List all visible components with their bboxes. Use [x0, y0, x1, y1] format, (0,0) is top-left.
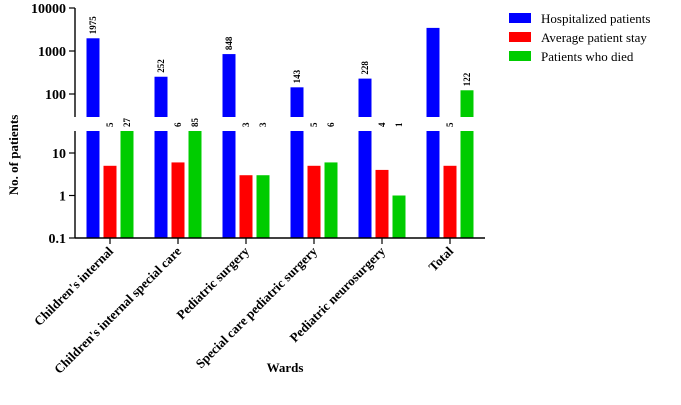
- x-tick-label: Children's internal special care: [51, 243, 184, 376]
- bar-value-label: 122: [462, 72, 472, 86]
- bar-value-label: 5: [105, 122, 115, 127]
- bar-0-2: [222, 131, 236, 238]
- x-axis-title: Wards: [267, 360, 304, 375]
- bar-value-label: 5: [445, 122, 455, 127]
- bar-0-0: [86, 131, 100, 238]
- bars-layer: 1975 252 848 143 228 5 6 3 5 4 5 27 85 3 6 1 122: [86, 16, 474, 238]
- bar-value-label: 85: [190, 118, 200, 128]
- legend-swatch: [509, 13, 531, 23]
- bar-value-label: 4: [377, 122, 387, 127]
- bar-1-1: [171, 162, 185, 238]
- bar-0-3: [290, 131, 304, 238]
- bar-upper-0-1: [154, 76, 168, 117]
- bar-upper-0-5: [426, 27, 440, 117]
- bar-1-2: [239, 175, 253, 238]
- y-tick-label: 10: [52, 147, 66, 162]
- bar-upper-0-3: [290, 87, 304, 117]
- bar-value-label: 848: [224, 36, 234, 50]
- bar-value-label: 252: [156, 59, 166, 73]
- y-axis: 0.1 1 10 100 1000 10000: [31, 2, 76, 247]
- y-tick-label: 10000: [31, 2, 66, 17]
- y-tick-label: 1: [59, 190, 66, 205]
- y-axis-title: No. of patients: [6, 115, 21, 196]
- x-tick-label: Total: [425, 243, 456, 274]
- bar-1-5: [443, 165, 457, 238]
- bar-upper-0-0: [86, 38, 100, 117]
- bar-value-label: 143: [292, 69, 302, 83]
- bar-upper-0-4: [358, 78, 372, 117]
- bar-1-3: [307, 165, 321, 238]
- bar-2-3: [324, 162, 338, 238]
- bar-0-5: [426, 131, 440, 238]
- y-tick-label: 1000: [38, 45, 66, 60]
- legend: Hospitalized patients Average patient sta…: [509, 11, 650, 64]
- bar-value-label: 5: [309, 122, 319, 127]
- bar-value-label: 228: [360, 61, 370, 75]
- bar-value-label: 3: [241, 122, 251, 127]
- bar-value-label: 6: [173, 122, 183, 127]
- bar-0-1: [154, 131, 168, 238]
- bar-2-4: [392, 195, 406, 238]
- legend-label: Average patient stay: [541, 30, 647, 45]
- bar-value-label: 6: [326, 122, 336, 127]
- bar-2-0: [120, 131, 134, 238]
- bar-value-label: 3: [258, 122, 268, 127]
- bar-2-5: [460, 131, 474, 238]
- legend-label: Patients who died: [541, 49, 634, 64]
- bar-0-4: [358, 131, 372, 238]
- bar-value-label: 27: [122, 118, 132, 128]
- bar-upper-0-2: [222, 54, 236, 117]
- legend-label: Hospitalized patients: [541, 11, 650, 26]
- legend-swatch: [509, 51, 531, 61]
- y-tick-label: 100: [45, 88, 66, 103]
- bar-2-2: [256, 175, 270, 238]
- bar-2-1: [188, 131, 202, 238]
- bar-1-4: [375, 169, 389, 238]
- bar-value-label: 1: [394, 122, 404, 127]
- y-tick-label: 0.1: [49, 232, 67, 247]
- bar-1-0: [103, 165, 117, 238]
- x-tick-label: Pediatric surgery: [173, 243, 252, 322]
- x-tick-label: Special care pediatric surgery: [192, 243, 320, 371]
- bar-value-label: 1975: [88, 16, 98, 35]
- legend-swatch: [509, 32, 531, 42]
- bar-upper-2-5: [460, 90, 474, 117]
